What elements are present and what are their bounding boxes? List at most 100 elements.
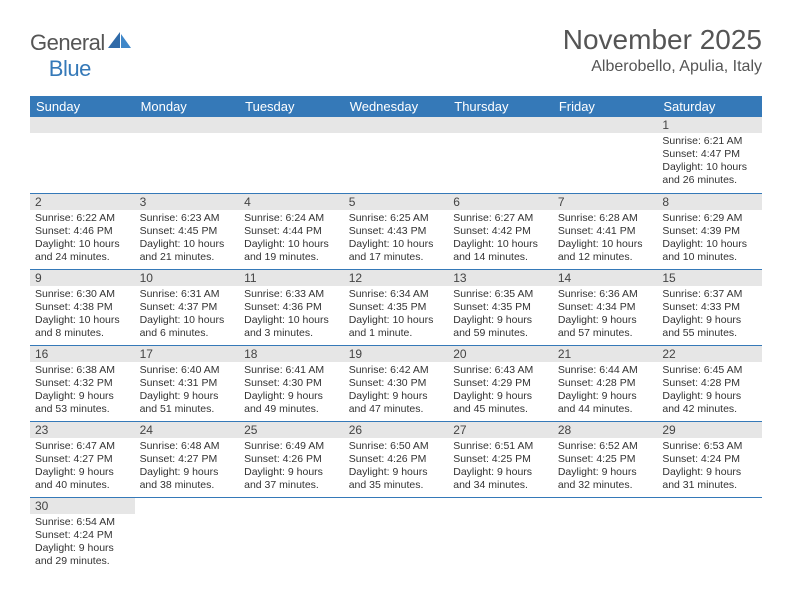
daylight-text: Daylight: 9 hours and 55 minutes. [662,314,757,340]
day-cell [135,497,240,573]
sunrise-text: Sunrise: 6:49 AM [244,440,339,453]
calendar-table: Sunday Monday Tuesday Wednesday Thursday… [30,96,762,573]
location-text: Alberobello, Apulia, Italy [563,58,762,76]
day-cell: 7Sunrise: 6:28 AMSunset: 4:41 PMDaylight… [553,193,658,269]
sunset-text: Sunset: 4:42 PM [453,225,548,238]
day-cell: 30Sunrise: 6:54 AMSunset: 4:24 PMDayligh… [30,497,135,573]
day-cell: 28Sunrise: 6:52 AMSunset: 4:25 PMDayligh… [553,421,658,497]
day-cell [30,117,135,193]
day-cell: 2 Sunrise: 6:22 AMSunset: 4:46 PMDaylight… [30,193,135,269]
sunrise-text: Sunrise: 6:50 AM [349,440,444,453]
sunrise-text: Sunrise: 6:35 AM [453,288,548,301]
sunrise-text: Sunrise: 6:22 AM [35,212,130,225]
day-details: Sunrise: 6:23 AMSunset: 4:45 PMDaylight:… [135,210,240,268]
day-cell: 15Sunrise: 6:37 AMSunset: 4:33 PMDayligh… [657,269,762,345]
week-row: 9Sunrise: 6:30 AMSunset: 4:38 PMDaylight… [30,269,762,345]
day-cell: 27Sunrise: 6:51 AMSunset: 4:25 PMDayligh… [448,421,553,497]
day-cell: 16Sunrise: 6:38 AMSunset: 4:32 PMDayligh… [30,345,135,421]
sunrise-text: Sunrise: 6:28 AM [558,212,653,225]
daylight-text: Daylight: 9 hours and 29 minutes. [35,542,130,568]
week-row: 1Sunrise: 6:21 AMSunset: 4:47 PMDaylight… [30,117,762,193]
empty-daynum-bar [239,117,344,133]
daylight-text: Daylight: 9 hours and 44 minutes. [558,390,653,416]
day-cell: 25Sunrise: 6:49 AMSunset: 4:26 PMDayligh… [239,421,344,497]
sunrise-text: Sunrise: 6:34 AM [349,288,444,301]
day-number: 3 [135,194,240,210]
day-number: 16 [30,346,135,362]
day-cell: 29Sunrise: 6:53 AMSunset: 4:24 PMDayligh… [657,421,762,497]
daylight-text: Daylight: 10 hours and 14 minutes. [453,238,548,264]
day-cell: 24Sunrise: 6:48 AMSunset: 4:27 PMDayligh… [135,421,240,497]
daylight-text: Daylight: 9 hours and 53 minutes. [35,390,130,416]
sunrise-text: Sunrise: 6:21 AM [662,135,757,148]
day-cell [553,497,658,573]
daylight-text: Daylight: 9 hours and 32 minutes. [558,466,653,492]
day-cell: 21Sunrise: 6:44 AMSunset: 4:28 PMDayligh… [553,345,658,421]
day-details: Sunrise: 6:38 AMSunset: 4:32 PMDaylight:… [30,362,135,420]
sunrise-text: Sunrise: 6:41 AM [244,364,339,377]
sunrise-text: Sunrise: 6:33 AM [244,288,339,301]
day-number: 4 [239,194,344,210]
daylight-text: Daylight: 9 hours and 31 minutes. [662,466,757,492]
sunrise-text: Sunrise: 6:38 AM [35,364,130,377]
sunrise-text: Sunrise: 6:42 AM [349,364,444,377]
day-cell [344,117,449,193]
sunrise-text: Sunrise: 6:51 AM [453,440,548,453]
sunrise-text: Sunrise: 6:25 AM [349,212,444,225]
daylight-text: Daylight: 9 hours and 42 minutes. [662,390,757,416]
week-row: 2Sunrise: 6:22 AMSunset: 4:46 PMDaylight… [30,193,762,269]
day-number: 10 [135,270,240,286]
day-cell: 14Sunrise: 6:36 AMSunset: 4:34 PMDayligh… [553,269,658,345]
day-number: 29 [657,422,762,438]
day-details: Sunrise: 6:27 AMSunset: 4:42 PMDaylight:… [448,210,553,268]
daylight-text: Daylight: 10 hours and 12 minutes. [558,238,653,264]
sunset-text: Sunset: 4:24 PM [662,453,757,466]
daylight-text: Daylight: 10 hours and 17 minutes. [349,238,444,264]
day-number: 2 [30,194,135,210]
sunrise-text: Sunrise: 6:36 AM [558,288,653,301]
day-number: 14 [553,270,658,286]
day-cell [239,497,344,573]
empty-daynum-bar [448,117,553,133]
day-details: Sunrise: 6:43 AMSunset: 4:29 PMDaylight:… [448,362,553,420]
title-block: November 2025 Alberobello, Apulia, Italy [563,24,762,76]
sunrise-text: Sunrise: 6:47 AM [35,440,130,453]
sunset-text: Sunset: 4:46 PM [35,225,130,238]
day-details: Sunrise: 6:52 AMSunset: 4:25 PMDaylight:… [553,438,658,496]
dh-fri: Friday [553,96,658,117]
sunset-text: Sunset: 4:30 PM [349,377,444,390]
empty-daynum-bar [135,117,240,133]
day-number: 7 [553,194,658,210]
daylight-text: Daylight: 10 hours and 6 minutes. [140,314,235,340]
sunset-text: Sunset: 4:33 PM [662,301,757,314]
daylight-text: Daylight: 9 hours and 47 minutes. [349,390,444,416]
daylight-text: Daylight: 10 hours and 24 minutes. [35,238,130,264]
day-number: 24 [135,422,240,438]
daylight-text: Daylight: 9 hours and 49 minutes. [244,390,339,416]
day-number: 17 [135,346,240,362]
day-number: 12 [344,270,449,286]
sunrise-text: Sunrise: 6:27 AM [453,212,548,225]
sail-icon [107,31,133,56]
day-details: Sunrise: 6:53 AMSunset: 4:24 PMDaylight:… [657,438,762,496]
day-details: Sunrise: 6:40 AMSunset: 4:31 PMDaylight:… [135,362,240,420]
sunset-text: Sunset: 4:39 PM [662,225,757,238]
dh-wed: Wednesday [344,96,449,117]
daylight-text: Daylight: 10 hours and 26 minutes. [662,161,757,187]
daylight-text: Daylight: 9 hours and 45 minutes. [453,390,548,416]
day-cell: 9Sunrise: 6:30 AMSunset: 4:38 PMDaylight… [30,269,135,345]
sunrise-text: Sunrise: 6:29 AM [662,212,757,225]
day-cell: 11Sunrise: 6:33 AMSunset: 4:36 PMDayligh… [239,269,344,345]
day-details: Sunrise: 6:45 AMSunset: 4:28 PMDaylight:… [657,362,762,420]
week-row: 30Sunrise: 6:54 AMSunset: 4:24 PMDayligh… [30,497,762,573]
daylight-text: Daylight: 9 hours and 59 minutes. [453,314,548,340]
day-details: Sunrise: 6:51 AMSunset: 4:25 PMDaylight:… [448,438,553,496]
sunset-text: Sunset: 4:27 PM [35,453,130,466]
day-cell: 22Sunrise: 6:45 AMSunset: 4:28 PMDayligh… [657,345,762,421]
day-number: 20 [448,346,553,362]
sunset-text: Sunset: 4:25 PM [453,453,548,466]
sunrise-text: Sunrise: 6:30 AM [35,288,130,301]
sunset-text: Sunset: 4:34 PM [558,301,653,314]
sunrise-text: Sunrise: 6:48 AM [140,440,235,453]
empty-daynum-bar [344,117,449,133]
